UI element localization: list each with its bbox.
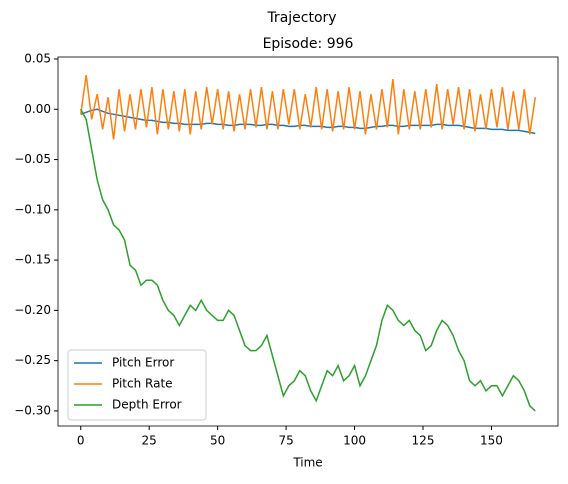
x-tick-label: 100 bbox=[343, 434, 366, 448]
line bbox=[79, 74, 537, 140]
x-axis-label: Time bbox=[292, 456, 322, 470]
chart-title: Episode: 996 bbox=[263, 36, 354, 52]
suptitle: Trajectory bbox=[266, 10, 336, 26]
y-tick-label: −0.10 bbox=[14, 202, 51, 216]
y-tick-label: −0.30 bbox=[14, 403, 51, 417]
x-tick-label: 50 bbox=[210, 434, 225, 448]
x-tick-label: 125 bbox=[412, 434, 435, 448]
y-tick-label: −0.05 bbox=[14, 152, 51, 166]
legend-label: Pitch Error bbox=[112, 356, 174, 370]
y-tick-label: −0.20 bbox=[14, 303, 51, 317]
plot-frame bbox=[57, 56, 559, 427]
x-tick-label: 0 bbox=[77, 434, 85, 448]
y-tick-label: −0.25 bbox=[14, 353, 51, 367]
line bbox=[80, 108, 536, 412]
legend-box bbox=[67, 349, 207, 421]
x-tick-label: 150 bbox=[480, 434, 503, 448]
x-tick-label: 75 bbox=[278, 434, 293, 448]
legend-label: Depth Error bbox=[112, 398, 182, 412]
legend-label: Pitch Rate bbox=[112, 377, 173, 391]
x-tick-label: 25 bbox=[142, 434, 157, 448]
y-tick-label: 0.05 bbox=[24, 52, 51, 66]
y-tick-label: −0.15 bbox=[14, 253, 51, 267]
y-tick-label: 0.00 bbox=[24, 102, 51, 116]
